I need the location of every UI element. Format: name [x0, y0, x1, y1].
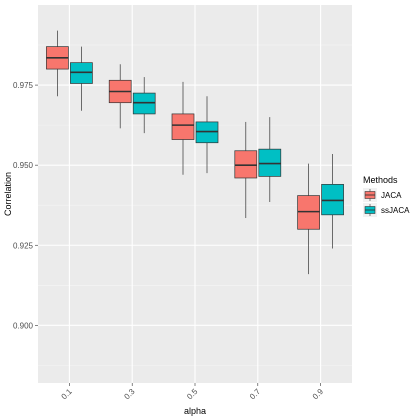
y-axis-title: Correlation — [3, 172, 13, 216]
y-tick-label: 0.975 — [13, 81, 34, 90]
x-axis-title: alpha — [184, 406, 206, 416]
box-body — [258, 148, 282, 177]
x-axis-ticks: 0.1 0.3 0.5 0.7 0.9 — [60, 383, 326, 402]
legend-keys: JACA ssJACA — [363, 188, 410, 217]
box-jaca — [108, 64, 132, 129]
box-jaca — [46, 30, 69, 97]
box-ssjaca — [258, 117, 282, 203]
box-body — [321, 184, 344, 216]
legend-label: JACA — [381, 191, 402, 200]
box-ssjaca — [70, 46, 93, 111]
box-ssjaca — [195, 96, 219, 174]
box-jaca — [234, 121, 258, 219]
x-tick-label: 0.9 — [311, 387, 326, 402]
y-tick-label: 0.900 — [13, 321, 34, 330]
x-tick-label: 0.3 — [122, 387, 137, 402]
box-body — [70, 62, 93, 84]
legend-title: Methods — [363, 175, 398, 185]
box-body — [297, 195, 320, 230]
x-tick-label: 0.1 — [60, 387, 75, 402]
y-axis-ticks: 0.900 0.925 0.950 0.975 — [13, 81, 38, 330]
box-series — [46, 30, 344, 275]
box-body — [234, 150, 258, 179]
legend-item-ssjaca: ssJACA — [363, 203, 410, 217]
box-body — [132, 92, 156, 115]
box-body — [195, 121, 219, 144]
x-tick-label: 0.7 — [248, 387, 263, 402]
x-tick-label: 0.5 — [185, 387, 200, 402]
legend-item-jaca: JACA — [363, 188, 402, 202]
y-tick-label: 0.950 — [13, 161, 34, 170]
major-gridlines — [38, 5, 352, 383]
box-jaca — [297, 163, 320, 275]
legend-label: ssJACA — [381, 206, 410, 215]
box-jaca — [171, 81, 195, 175]
box-ssjaca — [321, 153, 344, 249]
box-body — [171, 113, 195, 140]
y-tick-label: 0.925 — [13, 241, 34, 250]
box-ssjaca — [132, 77, 156, 134]
legend: Methods JACA ssJACA — [363, 175, 410, 217]
